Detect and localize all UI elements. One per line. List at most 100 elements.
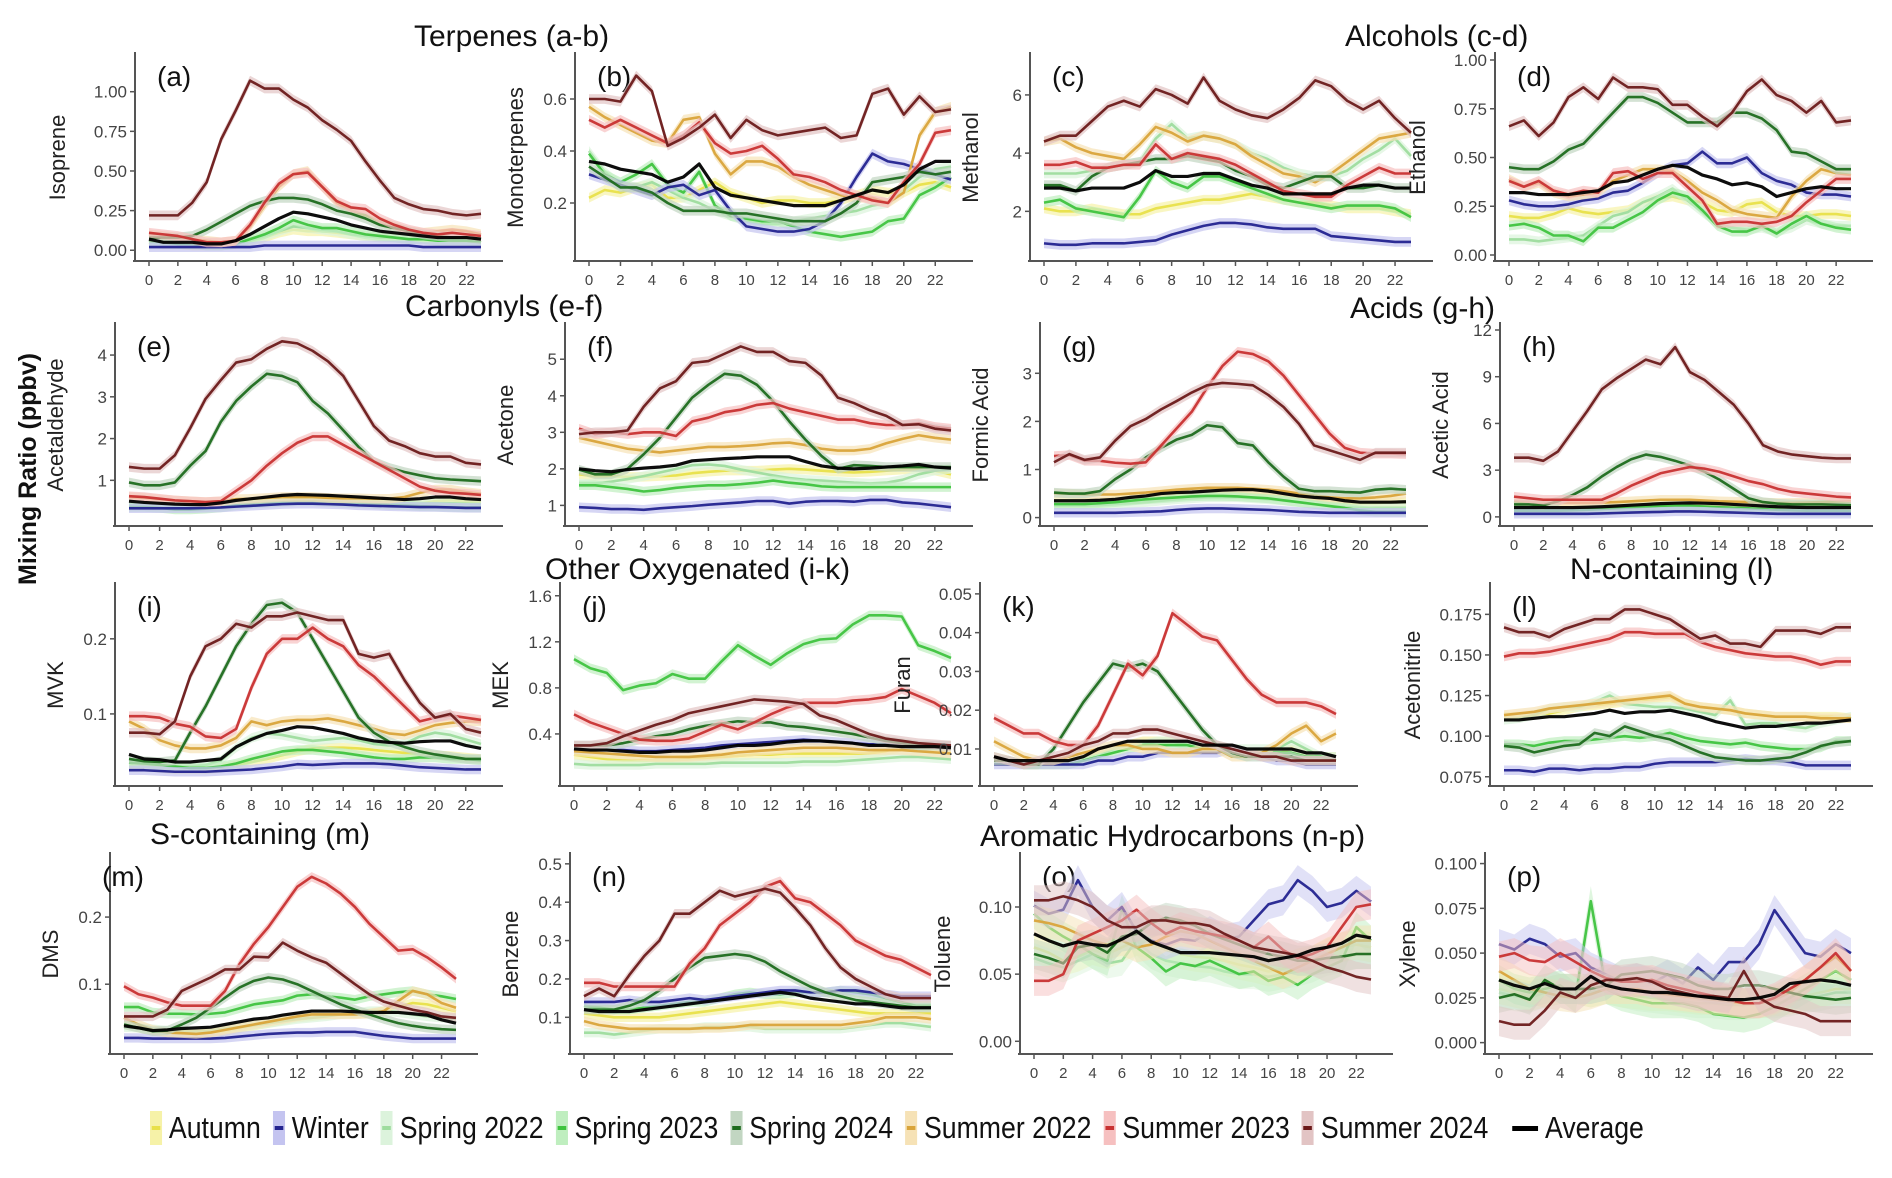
y-tick-label: 0.00 (979, 1032, 1012, 1051)
x-tick-label: 12 (289, 1065, 306, 1082)
x-tick-label: 14 (1259, 272, 1276, 289)
panel-label: (d) (1517, 61, 1551, 92)
y-tick-label: 3 (98, 388, 107, 407)
x-tick-label: 2 (149, 1065, 157, 1082)
x-tick-label: 14 (1231, 1065, 1248, 1082)
x-tick-label: 10 (285, 272, 302, 289)
x-tick-label: 10 (274, 537, 291, 554)
y-tick-label: 0.075 (1439, 768, 1482, 787)
x-tick-label: 2 (610, 1065, 618, 1082)
series-line-summer-2024 (993, 728, 1336, 766)
legend: Autumn Winter Spring 2022 Spring 2023 Sp… (150, 1110, 1644, 1146)
series-line-summer-2023 (993, 611, 1337, 747)
series-line-average (588, 159, 951, 208)
x-tick-label: 8 (260, 272, 268, 289)
legend-label: Summer 2022 (923, 1110, 1092, 1145)
group-title-carbonyls: Carbonyls (e-f) (405, 290, 604, 323)
x-tick-label: 4 (1560, 797, 1568, 814)
series-line-winter (124, 1030, 456, 1040)
panel-label: (f) (587, 331, 613, 362)
x-tick-label: 16 (828, 797, 845, 814)
x-tick-label: 0 (1030, 1065, 1038, 1082)
x-tick-label: 10 (732, 537, 749, 554)
x-tick-label: 8 (247, 797, 255, 814)
series-line-summer-2023 (588, 118, 952, 205)
series-line-spring-2023 (579, 479, 951, 493)
y-tick-label: 0.1 (78, 975, 102, 994)
x-tick-label: 18 (1767, 797, 1784, 814)
series-line-summer-2024 (1503, 608, 1851, 649)
x-tick-label: 6 (1118, 1065, 1126, 1082)
x-tick-label: 0 (1495, 1065, 1503, 1082)
confidence-band-summer-2024 (1054, 378, 1406, 468)
legend-label: Average (1545, 1110, 1644, 1145)
x-tick-label: 18 (861, 797, 878, 814)
series-line-summer-2022 (578, 433, 952, 454)
panel-label: (i) (137, 591, 162, 622)
series-line-spring-2024 (128, 372, 482, 487)
y-tick-label: 0.04 (939, 624, 972, 643)
legend-key-summer-2022 (905, 1111, 918, 1145)
x-tick-label: 16 (817, 1065, 834, 1082)
x-tick-label: 12 (1201, 1065, 1218, 1082)
confidence-band-spring-2024 (124, 972, 456, 1036)
x-tick-label: 6 (1587, 1065, 1595, 1082)
legend-key-spring-2022 (380, 1111, 393, 1145)
y-tick-label: 0.1 (83, 705, 107, 724)
y-tick-label: 0.000 (1434, 1034, 1477, 1053)
y-tick-label: 0.075 (1434, 899, 1477, 918)
series-line-average (1054, 488, 1407, 504)
y-tick-label: 0.2 (538, 970, 562, 989)
x-tick-label: 16 (1737, 797, 1754, 814)
confidence-band-summer-2024 (579, 341, 951, 439)
series-line-average (1504, 708, 1852, 730)
series-line-summer-2024 (129, 611, 482, 736)
legend-label: Spring 2022 (399, 1110, 544, 1145)
series-line-summer-2024 (1498, 969, 1851, 1027)
x-tick-label: 18 (1766, 1065, 1783, 1082)
confidence-band-spring-2024 (129, 369, 481, 491)
x-tick-label: 2 (155, 797, 163, 814)
y-tick-label: 0.2 (83, 630, 107, 649)
series-line-average (1509, 163, 1851, 199)
legend-line-swatch (1105, 1126, 1114, 1130)
series-line-average (1044, 168, 1411, 196)
confidence-band-autumn (1044, 189, 1411, 220)
y-tick-label: 2 (1023, 412, 1032, 431)
x-tick-label: 22 (1828, 272, 1845, 289)
x-tick-label: 10 (738, 272, 755, 289)
confidence-band-spring-2023 (579, 475, 951, 497)
panel-label: (k) (1002, 591, 1035, 622)
x-tick-label: 6 (672, 537, 680, 554)
x-tick-label: 4 (1049, 797, 1057, 814)
x-tick-label: 8 (1109, 797, 1117, 814)
panel-label: (p) (1507, 861, 1541, 892)
series-line-summer-2024 (578, 345, 952, 436)
legend-key-average (1512, 1125, 1539, 1131)
x-tick-label: 0 (575, 537, 583, 554)
x-tick-label: 12 (304, 537, 321, 554)
confidence-band-summer-2023 (1504, 627, 1851, 670)
x-tick-label: 8 (701, 1065, 709, 1082)
series-line-spring-2024 (584, 952, 931, 1011)
y-tick-label: 1 (1023, 460, 1032, 479)
x-tick-label: 6 (1590, 797, 1598, 814)
legend-item-average: Average (1512, 1110, 1644, 1146)
y-tick-label: 0.05 (939, 585, 972, 604)
series-line-summer-2022 (123, 989, 457, 1036)
x-tick-label: 10 (260, 1065, 277, 1082)
x-tick-label: 8 (1167, 272, 1175, 289)
x-tick-label: 22 (1382, 537, 1399, 554)
confidence-band-summer-2024 (1509, 72, 1851, 141)
series-line-average (578, 455, 952, 474)
x-tick-label: 4 (1104, 272, 1112, 289)
series-line-summer-2024 (1034, 894, 1372, 981)
x-tick-label: 8 (704, 537, 712, 554)
y-tick-label: 0.150 (1439, 646, 1482, 665)
x-tick-label: 20 (427, 797, 444, 814)
x-tick-label: 8 (1617, 1065, 1625, 1082)
y-tick-label: 0.8 (528, 679, 552, 698)
x-tick-label: 20 (429, 272, 446, 289)
x-tick-label: 16 (832, 272, 849, 289)
